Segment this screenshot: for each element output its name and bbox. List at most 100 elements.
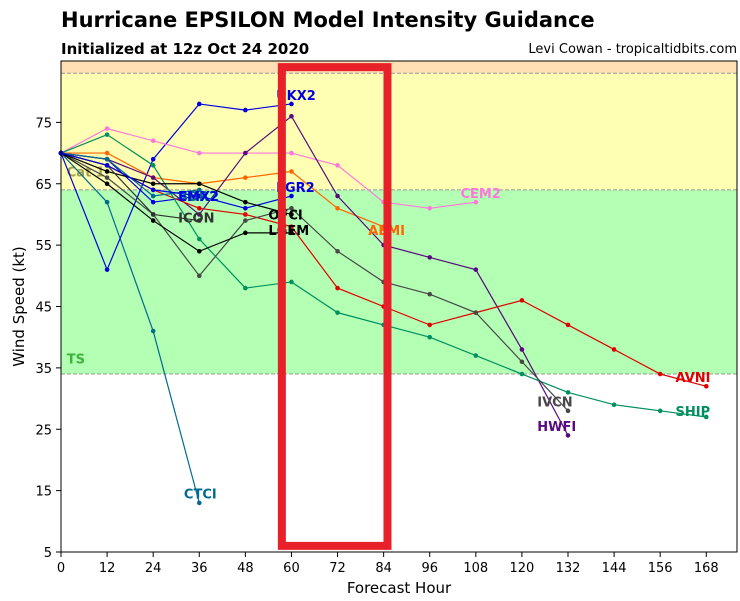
data-point-ofci xyxy=(243,199,248,205)
data-point-ship xyxy=(243,285,248,291)
data-point-lgem xyxy=(289,230,294,236)
data-point-avni xyxy=(657,371,663,377)
series-line-ctci xyxy=(60,152,200,504)
data-point-egr2 xyxy=(289,193,294,199)
data-point-hwfi xyxy=(335,193,340,199)
series-line-cem2 xyxy=(60,127,476,209)
x-tick-label: 72 xyxy=(329,561,346,576)
band-ts xyxy=(61,189,737,375)
data-point-lgem xyxy=(104,181,110,187)
series-emx2 xyxy=(58,150,202,199)
data-point-ofci xyxy=(104,169,110,174)
x-tick-label: 108 xyxy=(463,561,488,576)
y-tick-label: 15 xyxy=(35,485,52,500)
series-label-cem2: CEM2 xyxy=(460,187,500,202)
y-tick-label: 5 xyxy=(44,546,52,561)
data-point-ivcn xyxy=(565,408,571,414)
data-point-ivcn xyxy=(196,273,202,279)
data-point-bdr2 xyxy=(150,193,156,199)
data-point-hwfi xyxy=(473,267,479,272)
x-tick-label: 168 xyxy=(694,561,719,576)
data-point-cem2 xyxy=(335,163,340,168)
x-tick-label: 36 xyxy=(191,561,208,576)
data-point-bdr2 xyxy=(104,156,110,162)
x-tick-label: 0 xyxy=(57,561,65,576)
series-label-ivcn: IVCN xyxy=(537,396,572,411)
data-point-avni xyxy=(565,322,571,328)
data-point-cem2 xyxy=(150,138,156,144)
x-tick-label: 144 xyxy=(602,561,627,576)
data-point-ofci xyxy=(196,181,202,187)
data-point-aemi xyxy=(104,150,110,156)
series-label-ukx2: UKX2 xyxy=(276,89,316,104)
data-point-ivcn xyxy=(519,359,525,365)
data-point-avni xyxy=(427,322,433,328)
y-tick-label: 65 xyxy=(35,178,52,193)
data-point-avni xyxy=(335,285,340,291)
data-point-egr2 xyxy=(243,206,248,211)
data-point-ship xyxy=(150,163,156,168)
data-point-avni xyxy=(289,224,294,230)
data-point-ctci xyxy=(104,199,110,205)
data-point-emx2 xyxy=(150,187,156,193)
series-line-emx2 xyxy=(60,152,200,197)
y-tick-label: 45 xyxy=(35,301,52,316)
data-point-ship xyxy=(289,279,294,285)
band-cat-2 xyxy=(61,61,737,74)
band-label-ts: TS xyxy=(67,353,85,368)
data-point-ctci xyxy=(150,328,156,334)
data-point-ship xyxy=(703,414,709,420)
data-point-ship xyxy=(473,353,479,358)
data-point-ivcn xyxy=(104,175,110,180)
data-point-ukx2 xyxy=(196,101,202,107)
series-label-icon: ICON xyxy=(178,212,214,227)
band-td xyxy=(61,374,737,552)
y-tick-label: 55 xyxy=(35,239,52,254)
data-point-hwfi xyxy=(150,175,156,180)
chart-subtitle: Initialized at 12z Oct 24 2020 xyxy=(61,40,310,58)
data-point-ship xyxy=(104,132,110,137)
data-point-ofci xyxy=(289,212,294,217)
series-ofci xyxy=(58,150,294,217)
x-tick-label: 132 xyxy=(556,561,581,576)
data-point-aemi xyxy=(289,169,294,174)
data-point-aemi xyxy=(243,175,248,180)
data-point-ship xyxy=(519,371,525,377)
data-point-avni xyxy=(519,298,525,303)
y-tick-label: 25 xyxy=(35,423,52,438)
series-label-emx2: EMX2 xyxy=(178,190,219,205)
series-line-ukx2 xyxy=(60,103,292,272)
x-tick-label: 48 xyxy=(237,561,254,576)
data-point-hwfi xyxy=(196,212,202,217)
data-point-ship xyxy=(611,402,617,408)
y-tick-label: 75 xyxy=(35,116,52,131)
series-line-lgem xyxy=(60,152,292,252)
highlight-box xyxy=(277,63,392,550)
x-tick-label: 24 xyxy=(145,561,162,576)
series-line-ofci xyxy=(60,152,292,216)
data-point-hwfi xyxy=(243,150,248,156)
series-line-aemi xyxy=(61,152,384,228)
data-point-avni xyxy=(243,212,248,217)
series-line-hwfi xyxy=(60,115,569,436)
data-point-bdr2 xyxy=(196,187,202,193)
data-point-cem2 xyxy=(104,126,110,131)
data-point-ivcn xyxy=(289,206,294,211)
series-label-lgem: LGEM xyxy=(268,224,309,239)
data-point-ship xyxy=(335,310,340,315)
series-line-ivcn xyxy=(60,152,569,412)
x-tick-label: 120 xyxy=(509,561,534,576)
data-point-egr2 xyxy=(150,199,156,205)
series-label-ship: SHIP xyxy=(676,405,711,420)
data-point-hwfi xyxy=(289,113,294,119)
data-point-hwfi xyxy=(519,347,525,352)
data-point-ukx2 xyxy=(289,101,294,107)
data-point-cem2 xyxy=(289,150,294,156)
data-point-hwfi xyxy=(427,255,433,260)
band-cat-1 xyxy=(61,73,737,190)
data-point-ukx2 xyxy=(150,156,156,162)
data-point-lgem xyxy=(150,218,156,223)
data-point-ship xyxy=(657,408,663,414)
data-point-lgem xyxy=(196,248,202,254)
